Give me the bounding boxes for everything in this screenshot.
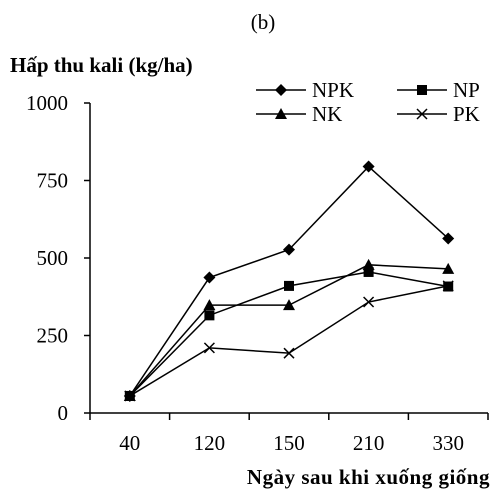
- y-tick-label: 0: [58, 401, 69, 425]
- series-npk: [123, 160, 455, 402]
- marker-stroke: [283, 347, 295, 359]
- y-ticks: 0 250 500 750 1000: [26, 91, 90, 425]
- data-point-pk: [124, 390, 136, 402]
- x-tick-label: 210: [353, 431, 385, 455]
- series-pk: [124, 280, 454, 402]
- data-point-np: [363, 266, 374, 277]
- data-point-nk: [203, 299, 216, 311]
- panel-label: (b): [251, 10, 276, 34]
- legend-marker: [275, 108, 287, 119]
- x-tick-label: 150: [273, 431, 305, 455]
- data-point-nk: [442, 262, 455, 274]
- marker-stroke: [124, 390, 136, 402]
- y-tick-label: 500: [37, 246, 69, 270]
- data-point-npk: [283, 243, 295, 256]
- data-point-nk: [283, 299, 295, 311]
- x-tick-label: 40: [119, 431, 140, 455]
- legend-marker: [417, 85, 427, 95]
- data-point-pk: [203, 342, 215, 354]
- legend: NPK NP NK PK: [256, 78, 480, 126]
- marker-stroke: [442, 280, 454, 292]
- legend-item-np: NP: [397, 78, 480, 102]
- data-point-nk: [362, 258, 375, 270]
- data-point-np: [284, 280, 294, 291]
- data-point-pk: [363, 296, 375, 308]
- legend-marker: [275, 84, 287, 96]
- marker-stroke: [203, 342, 215, 354]
- legend-label: NK: [312, 102, 342, 126]
- legend-label: NPK: [312, 78, 354, 102]
- marker-stroke: [363, 296, 375, 308]
- series-np: [124, 266, 454, 401]
- data-point-npk: [362, 160, 375, 173]
- x-tick-label: 330: [432, 431, 464, 455]
- data-point-np: [204, 310, 215, 321]
- data-point-pk: [283, 347, 295, 359]
- x-ticks: 40 120 150 210 330: [89, 413, 489, 455]
- data-point-pk: [442, 280, 454, 292]
- y-tick-label: 250: [37, 324, 69, 348]
- legend-label: NP: [453, 78, 480, 102]
- x-axis-label: Ngày sau khi xuống giống: [247, 465, 490, 489]
- data-point-npk: [203, 271, 216, 284]
- legend-item-npk: NPK: [256, 78, 354, 102]
- legend-marker: [416, 108, 428, 120]
- series-group: [123, 160, 455, 402]
- data-point-npk: [442, 232, 455, 245]
- legend-item-nk: NK: [256, 102, 342, 126]
- marker-stroke: [416, 108, 428, 120]
- legend-label: PK: [453, 102, 480, 126]
- legend-item-pk: PK: [397, 102, 480, 126]
- x-tick-label: 120: [194, 431, 226, 455]
- y-tick-label: 1000: [26, 91, 68, 115]
- y-axis-label: Hấp thu kali (kg/ha): [10, 53, 193, 77]
- y-tick-label: 750: [37, 169, 69, 193]
